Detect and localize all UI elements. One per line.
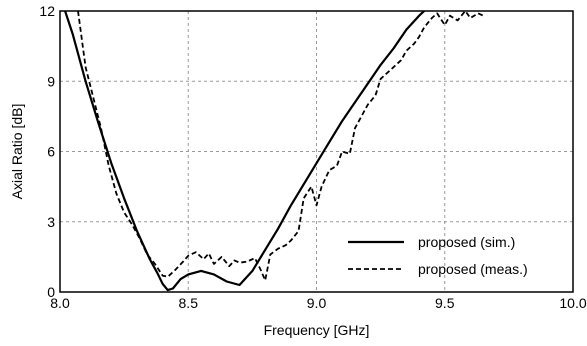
x-tick-label: 9.5 <box>435 295 455 311</box>
grid <box>60 11 573 292</box>
series-group <box>64 11 484 292</box>
legend: proposed (sim.) proposed (meas.) <box>348 234 528 277</box>
y-axis-label: Axial Ratio [dB] <box>9 104 25 200</box>
x-tick-label: 10.0 <box>559 295 586 311</box>
y-tick-label: 12 <box>39 3 55 19</box>
legend-label: proposed (sim.) <box>418 234 515 250</box>
y-tick-label: 0 <box>47 284 55 300</box>
y-tick-label: 6 <box>47 144 55 160</box>
x-tick-label: 8.0 <box>50 295 70 311</box>
y-tick-label: 3 <box>47 214 55 230</box>
ticks: 8.0 8.5 9.0 9.5 10.0 0 3 6 9 12 <box>39 3 586 311</box>
legend-label: proposed (meas.) <box>418 261 528 277</box>
plot-frame <box>59 10 574 293</box>
series-measured-line <box>77 11 484 282</box>
x-tick-label: 8.5 <box>179 295 199 311</box>
x-tick-label: 9.0 <box>307 295 327 311</box>
series-simulated-line <box>64 11 425 292</box>
x-axis-label: Frequency [GHz] <box>264 322 370 338</box>
y-tick-label: 9 <box>47 73 55 89</box>
